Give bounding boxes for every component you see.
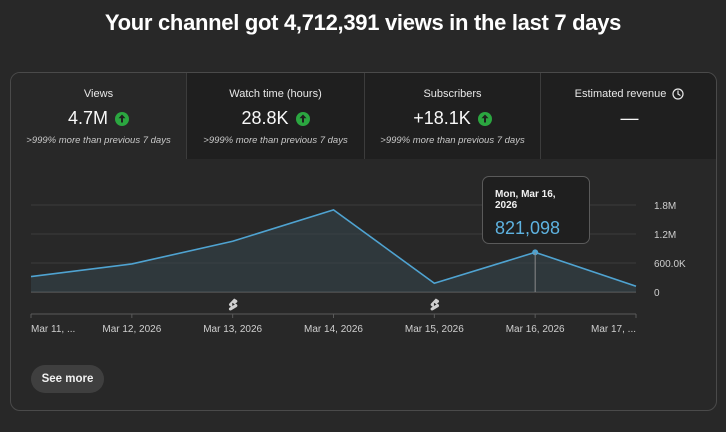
metric-comparison: >999% more than previous 7 days (380, 135, 525, 146)
x-tick-label: Mar 13, 2026 (203, 324, 262, 335)
chart-tooltip: Mon, Mar 16, 2026 821,098 (482, 176, 590, 244)
x-tick-label: Mar 17, ... (591, 324, 636, 335)
analytics-card: Views 4.7M >999% more than previous 7 da… (10, 72, 717, 411)
page-headline: Your channel got 4,712,391 views in the … (104, 10, 622, 35)
metric-tabs: Views 4.7M >999% more than previous 7 da… (11, 73, 716, 161)
x-tick-label: Mar 16, 2026 (506, 324, 565, 335)
metric-tab-subscribers[interactable]: Subscribers +18.1K >999% more than previ… (365, 73, 541, 159)
y-tick-label: 1.2M (654, 230, 676, 241)
metric-comparison: >999% more than previous 7 days (203, 135, 348, 146)
metric-value: 28.8K (241, 108, 289, 128)
metric-comparison: >999% more than previous 7 days (26, 135, 171, 146)
metric-tab-views[interactable]: Views 4.7M >999% more than previous 7 da… (11, 73, 187, 159)
tooltip-date: Mon, Mar 16, 2026 (495, 189, 556, 211)
metric-tab-estimated-revenue[interactable]: Estimated revenue — (541, 73, 716, 159)
metric-label: Views (83, 88, 114, 100)
metric-label: Estimated revenue (574, 88, 667, 100)
x-tick-label: Mar 14, 2026 (304, 324, 363, 335)
metric-tab-watch-time[interactable]: Watch time (hours) 28.8K >999% more than… (187, 73, 365, 159)
metric-value: +18.1K (413, 108, 471, 128)
see-more-button[interactable]: See more (31, 365, 104, 393)
y-tick-label: 1.8M (654, 201, 676, 212)
arrow-up-icon (477, 111, 492, 126)
arrow-up-icon (295, 111, 310, 126)
metric-label: Watch time (hours) (229, 88, 322, 100)
metric-value: — (620, 108, 639, 128)
shorts-icon (228, 298, 238, 311)
data-point (532, 249, 539, 256)
arrow-up-icon (115, 111, 130, 126)
y-tick-label: 0 (654, 288, 660, 299)
tooltip-value: 821,098 (495, 218, 561, 238)
metric-label: Subscribers (423, 88, 482, 100)
x-tick-label: Mar 15, 2026 (405, 324, 464, 335)
clock-icon (672, 88, 684, 100)
y-tick-label: 600.0K (654, 259, 686, 270)
shorts-icon (430, 298, 440, 311)
metric-value: 4.7M (67, 108, 109, 128)
x-tick-label: Mar 11, ... (31, 324, 75, 335)
x-tick-label: Mar 12, 2026 (102, 324, 161, 335)
